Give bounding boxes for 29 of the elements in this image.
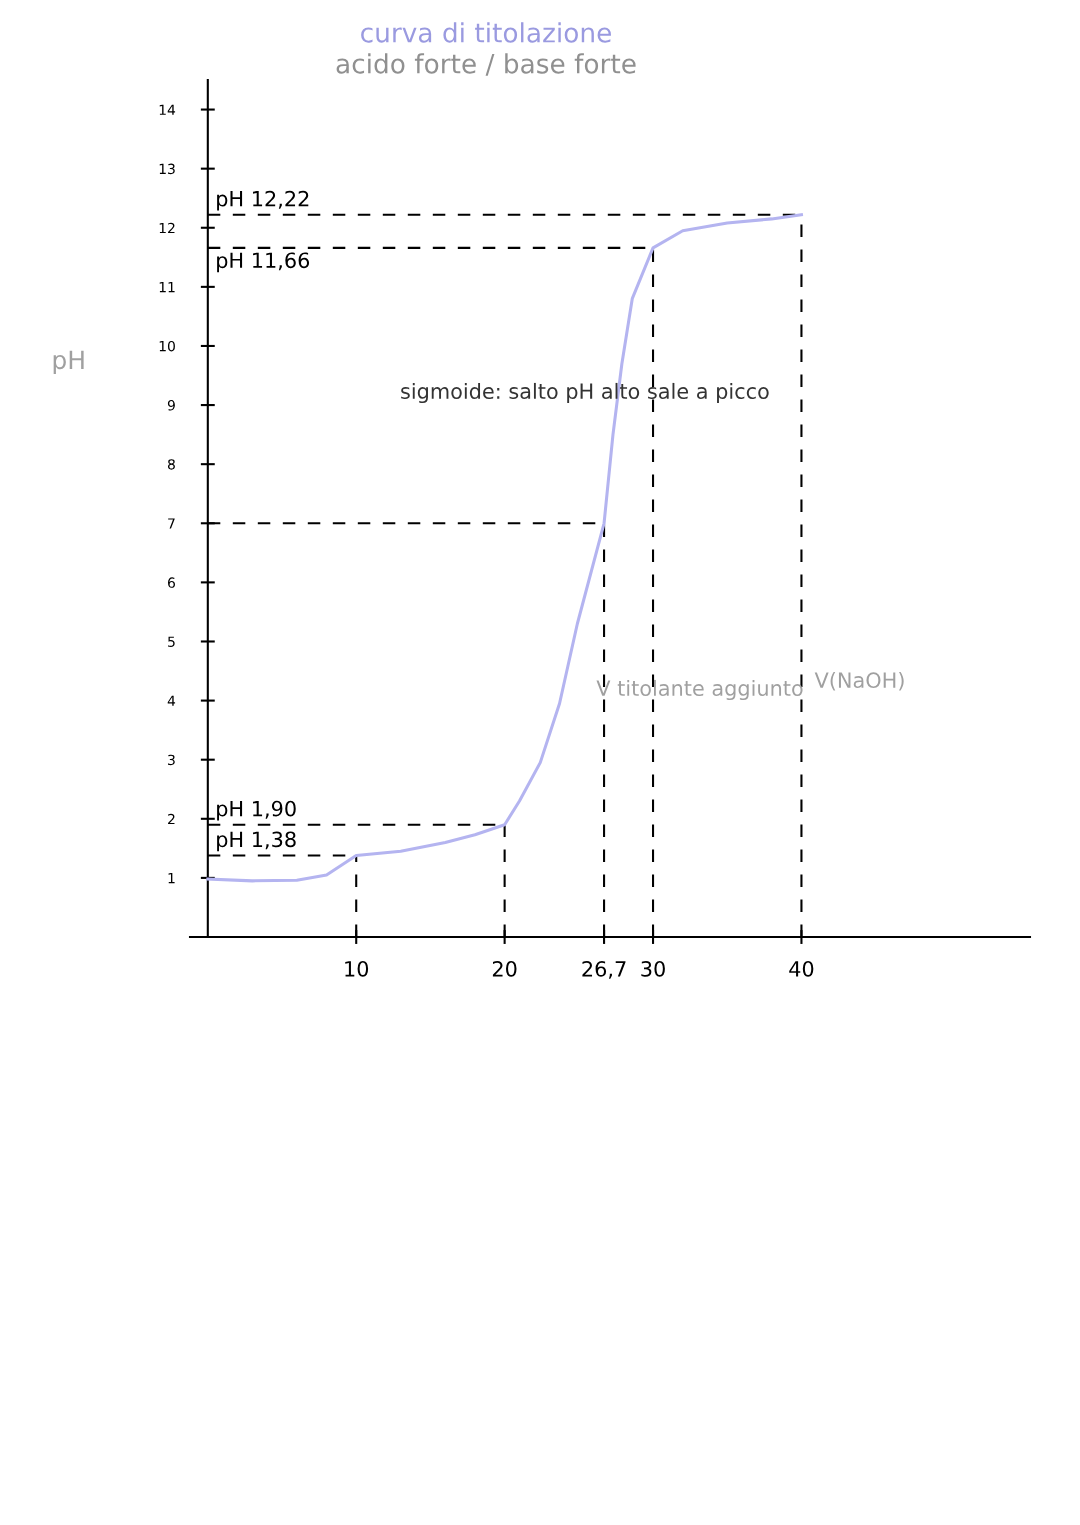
y-axis-title: pH	[53, 350, 84, 375]
y-tick-label: 6	[168, 577, 175, 588]
chart-title: curva di titolazione	[361, 22, 611, 43]
y-tick-label: 13	[159, 163, 175, 175]
y-tick-label: 1	[168, 873, 175, 884]
x-tick-label: 10	[345, 960, 369, 977]
y-tick-label: 7	[168, 518, 175, 529]
y-tick-label: 12	[159, 222, 175, 234]
ref-line-label: pH 12,22	[217, 190, 309, 211]
annotation: V(NaOH)	[814, 671, 904, 691]
ref-line-label: pH 1,90	[217, 800, 296, 821]
ref-line-label: pH 1,38	[217, 831, 296, 852]
y-tick-label: 3	[168, 754, 175, 766]
y-tick-label: 8	[167, 459, 175, 470]
y-tick-label: 2	[168, 813, 175, 825]
y-tick-label: 11	[159, 282, 175, 293]
y-tick-label: 10	[159, 340, 175, 352]
y-tick-label: 4	[167, 695, 176, 706]
x-tick-label: 20	[492, 960, 517, 977]
annotation: sigmoide: salto pH alto sale a picco	[401, 382, 769, 404]
chart-subtitle: acido forte / base forte	[336, 53, 636, 76]
x-tick-label: 40	[789, 960, 814, 977]
x-tick-label: 26,7	[582, 960, 626, 979]
x-tick-label: 30	[641, 960, 665, 977]
ref-line-label: pH 11,66	[217, 252, 310, 273]
y-tick-label: 14	[159, 104, 176, 115]
y-tick-label: 9	[167, 400, 175, 411]
y-tick-label: 5	[168, 636, 175, 647]
annotation: V titolante aggiunto	[596, 679, 803, 701]
